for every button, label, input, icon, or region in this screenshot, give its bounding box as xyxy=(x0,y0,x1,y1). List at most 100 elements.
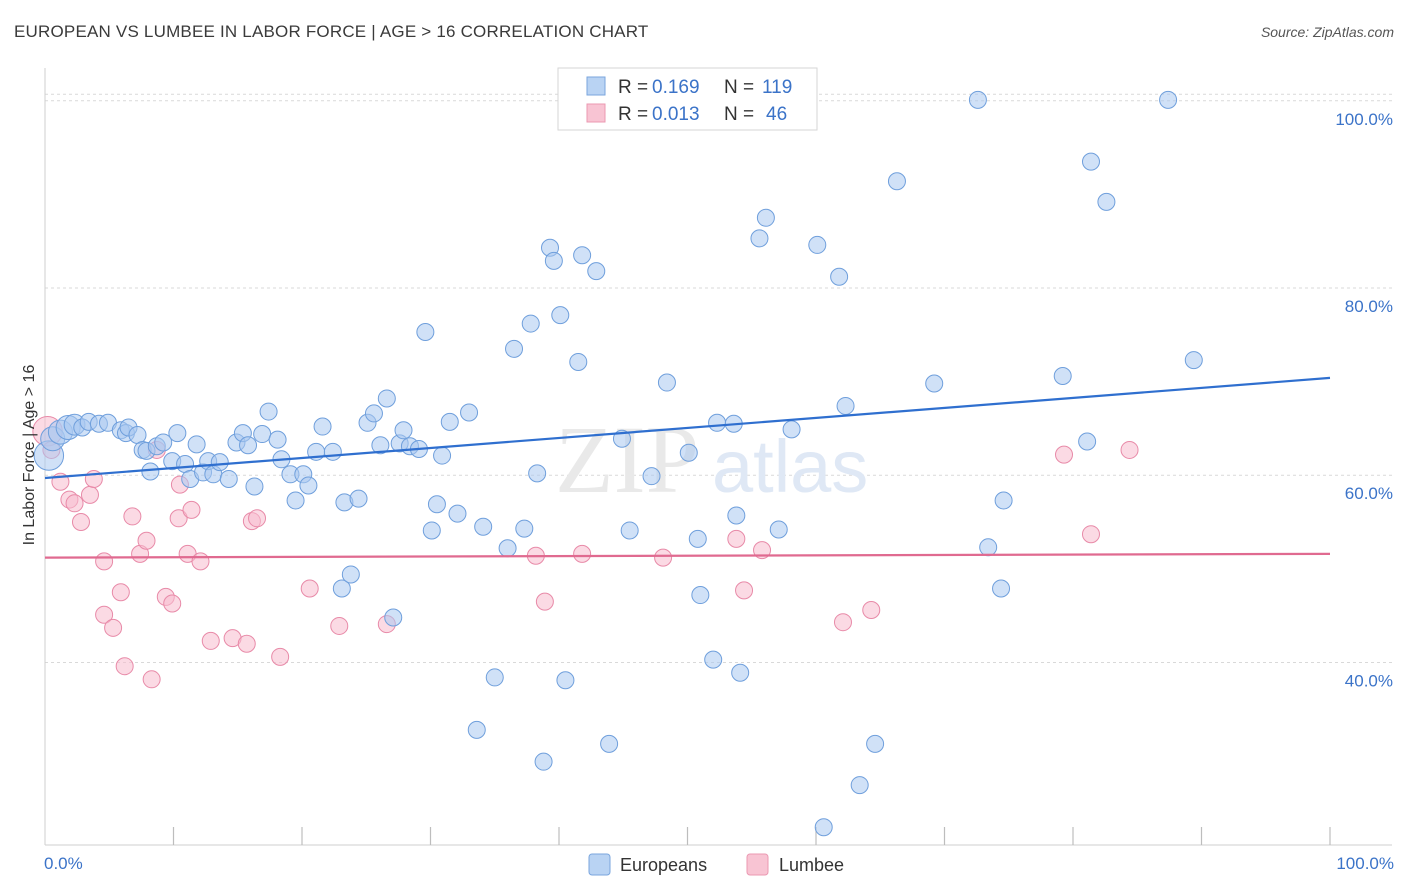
stats-swatch-europeans xyxy=(586,76,606,96)
lumbee-point xyxy=(735,581,754,600)
lumbee-point xyxy=(80,485,99,504)
europeans-point xyxy=(750,229,769,248)
lumbee-point xyxy=(95,605,114,624)
europeans-point xyxy=(573,246,592,265)
europeans-trend-line xyxy=(44,376,1331,480)
stats-box: R = 0.169 N = 119 R = 0.013 N = 46 xyxy=(557,67,818,131)
lumbee-point xyxy=(191,552,210,571)
lumbee-points xyxy=(32,416,1139,689)
lumbee-point xyxy=(1055,445,1074,464)
lumbee-point xyxy=(727,529,746,548)
lumbee-point xyxy=(237,634,256,653)
stats-swatch-lumbee xyxy=(586,103,606,123)
europeans-point xyxy=(364,404,383,423)
stats-r-value-lumbee: 0.013 xyxy=(652,104,700,125)
europeans-point xyxy=(515,519,534,538)
lumbee-point xyxy=(163,594,182,613)
europeans-point xyxy=(394,421,413,440)
europeans-point xyxy=(814,818,833,837)
y-tick-label: 40.0% xyxy=(1345,671,1393,690)
europeans-point xyxy=(1159,90,1178,109)
legend-label-europeans: Europeans xyxy=(620,855,707,875)
europeans-point xyxy=(1081,152,1100,171)
europeans-point xyxy=(620,521,639,540)
lumbee-point xyxy=(115,657,134,676)
europeans-point xyxy=(657,373,676,392)
lumbee-point xyxy=(123,507,142,526)
watermark: ZIP atlas xyxy=(555,406,868,513)
stats-n-value-lumbee: 46 xyxy=(766,104,787,125)
europeans-point xyxy=(1078,432,1097,451)
europeans-point xyxy=(427,495,446,514)
lumbee-point xyxy=(753,541,772,560)
europeans-point xyxy=(887,172,906,191)
europeans-point xyxy=(286,491,305,510)
lumbee-point xyxy=(201,631,220,650)
europeans-point xyxy=(384,608,403,627)
lumbee-point xyxy=(71,513,90,532)
lumbee-point xyxy=(573,544,592,563)
lumbee-trend-line xyxy=(44,552,1331,559)
lumbee-point xyxy=(248,509,267,528)
europeans-point xyxy=(219,469,238,488)
lumbee-point xyxy=(833,613,852,632)
europeans-point xyxy=(642,467,661,486)
europeans-point xyxy=(704,650,723,669)
europeans-point xyxy=(782,420,801,439)
europeans-point xyxy=(168,424,187,443)
europeans-point xyxy=(323,442,342,461)
europeans-point xyxy=(422,521,441,540)
europeans-point xyxy=(569,352,588,371)
europeans-point xyxy=(708,413,727,432)
europeans-point xyxy=(210,453,229,472)
watermark-atlas: atlas xyxy=(712,425,868,508)
europeans-point xyxy=(460,403,479,422)
stats-r-label-lumbee: R = xyxy=(618,104,648,125)
legend-swatch-europeans xyxy=(588,853,611,876)
europeans-point xyxy=(245,477,264,496)
lumbee-point xyxy=(271,647,290,666)
europeans-point xyxy=(968,90,987,109)
europeans-point xyxy=(534,752,553,771)
watermark-zip: ZIP xyxy=(555,406,699,513)
europeans-point xyxy=(925,374,944,393)
europeans-point xyxy=(485,668,504,687)
y-tick-labels: 40.0% 60.0% 80.0% 100.0% xyxy=(1335,110,1393,691)
x-tick-label-max: 100.0% xyxy=(1336,854,1394,873)
europeans-point xyxy=(769,520,788,539)
europeans-point xyxy=(313,417,332,436)
lumbee-point xyxy=(535,592,554,611)
x-tick-label-min: 0.0% xyxy=(44,854,83,873)
europeans-point xyxy=(688,529,707,548)
europeans-point xyxy=(731,663,750,682)
europeans-point xyxy=(467,720,486,739)
lumbee-point xyxy=(104,618,123,637)
europeans-point xyxy=(299,476,318,495)
europeans-point xyxy=(1184,351,1203,370)
lumbee-point xyxy=(300,579,319,598)
europeans-point xyxy=(371,436,390,455)
lumbee-point xyxy=(111,583,130,602)
stats-r-value-europeans: 0.169 xyxy=(652,77,700,98)
y-tick-label: 60.0% xyxy=(1345,484,1393,503)
legend-label-lumbee: Lumbee xyxy=(779,855,844,875)
lumbee-point xyxy=(95,552,114,571)
europeans-point xyxy=(474,517,493,536)
europeans-point xyxy=(448,504,467,523)
stats-n-value-europeans: 119 xyxy=(762,77,792,98)
europeans-point xyxy=(332,579,351,598)
stats-r-label-europeans: R = xyxy=(618,77,648,98)
europeans-point xyxy=(556,671,575,690)
europeans-point xyxy=(866,734,885,753)
lumbee-point xyxy=(1120,440,1139,459)
lumbee-point xyxy=(137,531,156,550)
lumbee-point xyxy=(169,509,188,528)
europeans-point xyxy=(830,267,849,286)
europeans-point xyxy=(433,446,452,465)
source-label: Source: ZipAtlas.com xyxy=(1260,24,1394,40)
europeans-point xyxy=(349,489,368,508)
europeans-point xyxy=(253,425,272,444)
europeans-point xyxy=(521,314,540,333)
europeans-point xyxy=(551,306,570,325)
europeans-point xyxy=(979,538,998,557)
